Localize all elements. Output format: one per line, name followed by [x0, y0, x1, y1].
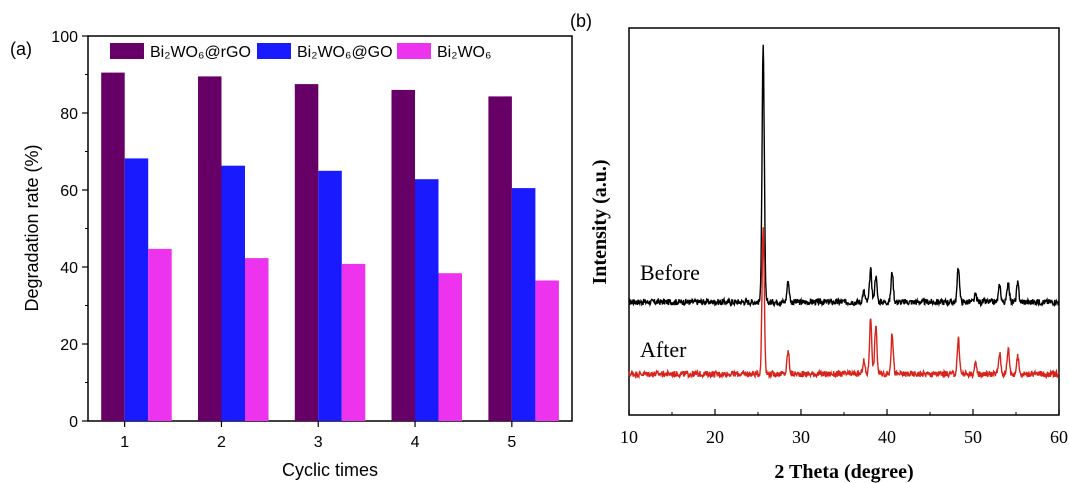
legend-label-bi2wo6-go: Bi₂WO₆@GO	[297, 44, 393, 61]
legend-swatch-bi2wo6-go	[257, 43, 291, 59]
xrd-line-after	[628, 227, 1060, 380]
bar-cycle-1-series-2	[124, 158, 149, 421]
xrd-line-before	[628, 44, 1060, 308]
x-tick-label: 4	[411, 434, 420, 451]
panel-a-x-ticks: 1 2 3 4 5	[120, 421, 516, 451]
x-tick-label: 10	[620, 427, 638, 447]
bar-cycle-4-series-1	[391, 89, 415, 422]
y-tick-label: 0	[69, 414, 78, 431]
y-tick-label: 80	[60, 106, 78, 123]
panel-b-label: (b)	[570, 11, 592, 31]
x-tick-label: 3	[314, 434, 323, 451]
legend-label-bi2wo6: Bi₂WO₆	[437, 44, 491, 61]
x-tick-label: 20	[706, 427, 724, 447]
series-label-before: Before	[640, 260, 700, 285]
series-label-after: After	[640, 337, 687, 362]
panel-b-xrd-chart: (b) 10 20 30 40 50 60 Before After 2 Theta (d…	[570, 11, 1068, 483]
x-tick-label: 5	[507, 434, 516, 451]
panel-b-x-axis-label: 2 Theta (degree)	[774, 461, 913, 483]
bar-cycle-4-series-3	[438, 273, 462, 421]
panel-a-bars	[101, 72, 559, 422]
panel-a-label: (a)	[10, 39, 32, 59]
panel-b-x-ticks: 10 20 30 40 50 60	[620, 409, 1068, 447]
legend-label-bi2wo6-rgo: Bi₂WO₆@rGO	[150, 44, 251, 61]
bar-cycle-2-series-3	[245, 258, 269, 421]
legend-swatch-bi2wo6	[397, 43, 431, 59]
y-tick-label: 60	[60, 183, 78, 200]
panel-b-series-lines	[628, 44, 1060, 380]
bar-cycle-1-series-3	[148, 248, 172, 421]
bar-cycle-3-series-1	[294, 84, 319, 421]
x-tick-label: 60	[1050, 427, 1068, 447]
x-tick-label: 30	[792, 427, 810, 447]
x-tick-label: 50	[964, 427, 982, 447]
y-tick-label: 40	[60, 260, 78, 277]
y-tick-label: 20	[60, 337, 78, 354]
panel-b-plot-frame	[628, 27, 1060, 416]
y-tick-label: 100	[51, 29, 78, 46]
panel-a-y-ticks: 0 20 40 60 80 100	[51, 29, 88, 431]
x-tick-label: 2	[217, 434, 226, 451]
bar-cycle-2-series-1	[198, 76, 222, 422]
bar-cycle-3-series-2	[318, 170, 342, 422]
x-tick-label: 40	[878, 427, 896, 447]
legend-swatch-bi2wo6-rgo	[110, 43, 144, 59]
panel-a-bar-chart: (a) 0 20 40 60 80 100 1 2 3 4 5 Bi₂WO₆@rGO Bi₂WO₆…	[10, 29, 573, 480]
panel-a-x-axis-label: Cyclic times	[282, 460, 378, 480]
bar-cycle-5-series-3	[535, 280, 559, 421]
bar-cycle-3-series-3	[341, 263, 366, 421]
bar-cycle-5-series-2	[511, 188, 536, 421]
x-tick-label: 1	[120, 434, 129, 451]
bar-cycle-2-series-2	[221, 165, 245, 421]
panel-a-y-axis-label: Degradation rate (%)	[22, 144, 42, 311]
panel-b-y-axis-label: Intensity (a.u.)	[589, 159, 611, 284]
bar-cycle-5-series-1	[488, 96, 512, 422]
panel-a-legend: Bi₂WO₆@rGO Bi₂WO₆@GO Bi₂WO₆	[110, 43, 491, 61]
bar-cycle-1-series-1	[101, 72, 125, 421]
bar-cycle-4-series-2	[415, 179, 439, 421]
